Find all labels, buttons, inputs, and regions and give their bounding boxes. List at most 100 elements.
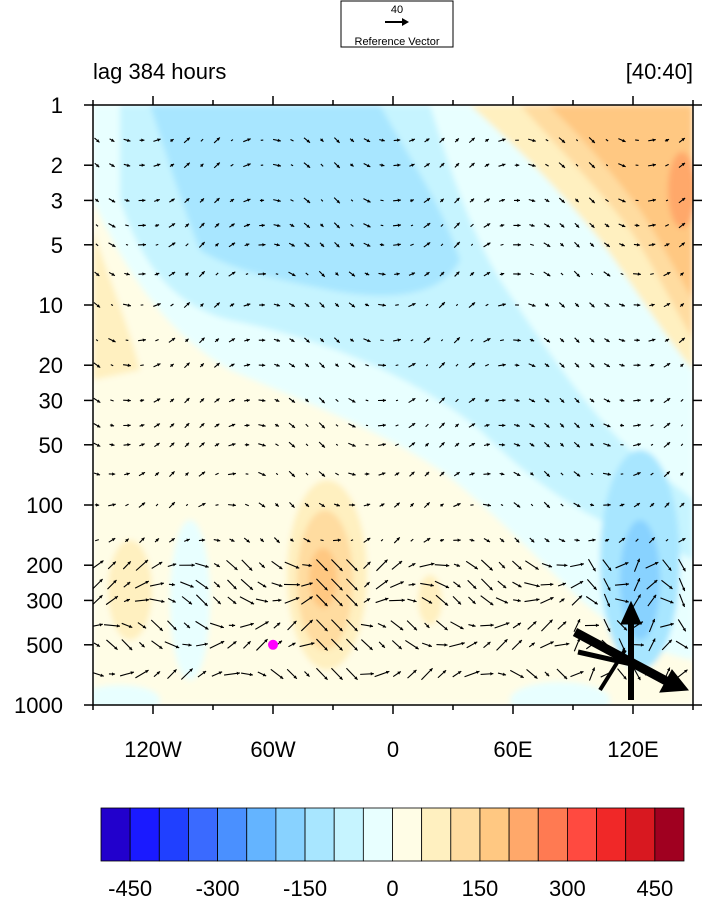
wind-vector-head xyxy=(410,503,414,507)
wind-vector-head xyxy=(185,223,189,227)
wind-vector-head xyxy=(336,339,340,343)
x-tick-label: 120W xyxy=(124,737,182,762)
wind-vector-head xyxy=(548,564,552,568)
wind-vector-head xyxy=(620,398,625,402)
wind-vector-head xyxy=(170,442,175,446)
wind-vector-head xyxy=(440,471,445,476)
wind-vector-head xyxy=(96,472,101,476)
wind-vector-head xyxy=(156,363,161,367)
wind-vector-head xyxy=(277,198,281,203)
wind-vector-head xyxy=(367,338,371,343)
wind-vector-head xyxy=(201,222,205,227)
wind-vector-head xyxy=(684,645,688,649)
wind-vector xyxy=(500,243,504,246)
wind-vector-head xyxy=(278,565,283,570)
wind-vector-head xyxy=(186,162,190,167)
colorbar-swatch xyxy=(333,807,364,862)
wind-vector-head xyxy=(127,398,131,403)
wind-vector-head xyxy=(336,224,340,229)
wind-vector-head xyxy=(112,503,116,507)
wind-vector-head xyxy=(320,338,324,343)
wind-vector-head xyxy=(246,338,250,342)
wind-vector-head xyxy=(96,443,101,447)
wind-vector-head xyxy=(339,676,343,680)
wind-vector-head xyxy=(185,423,190,427)
wind-vector-head xyxy=(141,138,145,142)
y-tick-label: 50 xyxy=(39,433,63,458)
wind-vector-head xyxy=(173,669,177,673)
wind-vector-head xyxy=(204,626,209,630)
wind-vector-head xyxy=(546,224,550,228)
wind-vector xyxy=(425,364,429,367)
wind-vector-head xyxy=(636,503,640,507)
wind-vector xyxy=(500,504,504,506)
wind-vector-head xyxy=(501,564,505,569)
wind-vector-head xyxy=(186,302,190,306)
wind-vector-head xyxy=(186,624,190,629)
wind-vector-head xyxy=(276,338,281,342)
wind-vector-head xyxy=(175,645,180,649)
wind-vector xyxy=(275,443,279,447)
wind-vector-head xyxy=(489,601,494,606)
wind-vector xyxy=(665,538,669,542)
wind-vector xyxy=(335,424,339,427)
wind-vector-head xyxy=(625,599,629,603)
wind-vector-head xyxy=(141,472,145,476)
wind-vector-head xyxy=(545,303,549,307)
wind-vector-head xyxy=(157,138,161,142)
wind-vector-head xyxy=(440,503,444,507)
wind-vector-head xyxy=(295,597,300,601)
wind-vector xyxy=(650,443,654,446)
wind-vector-head xyxy=(324,627,328,632)
wind-vector-head xyxy=(202,671,207,675)
wind-vector-head xyxy=(411,398,416,402)
wind-vector-head xyxy=(321,304,325,308)
wind-vector-head xyxy=(563,675,568,680)
wind-vector-head xyxy=(485,139,489,143)
wind-vector-head xyxy=(651,537,655,541)
wind-vector-head xyxy=(546,473,550,477)
wind-vector-head xyxy=(381,644,385,648)
colorbar-swatch xyxy=(567,807,597,862)
large-wind-vectors xyxy=(572,600,689,700)
wind-vector xyxy=(275,273,279,275)
wind-vector xyxy=(410,224,414,227)
wind-vector-head xyxy=(471,423,476,427)
wind-vector-head xyxy=(472,585,477,589)
wind-vector-head xyxy=(606,303,610,307)
wind-vector-head xyxy=(518,584,522,588)
wind-vector-head xyxy=(505,622,510,626)
wind-vector-head xyxy=(352,424,356,428)
wind-vector xyxy=(125,503,129,507)
wind-vector-head xyxy=(486,223,491,227)
wind-vector-head xyxy=(156,398,161,402)
contour-fill xyxy=(93,105,693,705)
wind-vector-head xyxy=(339,647,343,651)
wind-vector-head xyxy=(516,472,521,476)
wind-vector xyxy=(230,163,234,167)
wind-vector-head xyxy=(172,599,176,603)
y-tick-label: 30 xyxy=(39,388,63,413)
wind-vector-head xyxy=(173,626,177,631)
wind-vector-head xyxy=(200,423,205,427)
wind-vector-head xyxy=(200,198,204,202)
wind-vector-head xyxy=(561,364,565,368)
wind-vector xyxy=(290,164,294,167)
wind-vector-head xyxy=(592,538,596,542)
wind-vector-head xyxy=(290,223,295,227)
wind-vector-head xyxy=(309,582,313,586)
wind-vector-head xyxy=(590,398,595,403)
wind-vector-head xyxy=(590,442,594,446)
wind-vector-head xyxy=(110,423,115,427)
wind-vector-head xyxy=(652,198,656,202)
wind-vector-head xyxy=(455,138,459,142)
wind-vector xyxy=(635,538,639,542)
wind-vector-head xyxy=(520,674,524,678)
wind-vector-head xyxy=(142,625,147,629)
wind-vector-head xyxy=(426,337,431,341)
wind-vector-head xyxy=(367,199,371,203)
wind-vector-head xyxy=(426,198,431,202)
wind-vector-head xyxy=(531,642,535,646)
wind-vector-head xyxy=(560,399,565,403)
wind-vector-head xyxy=(370,672,374,676)
